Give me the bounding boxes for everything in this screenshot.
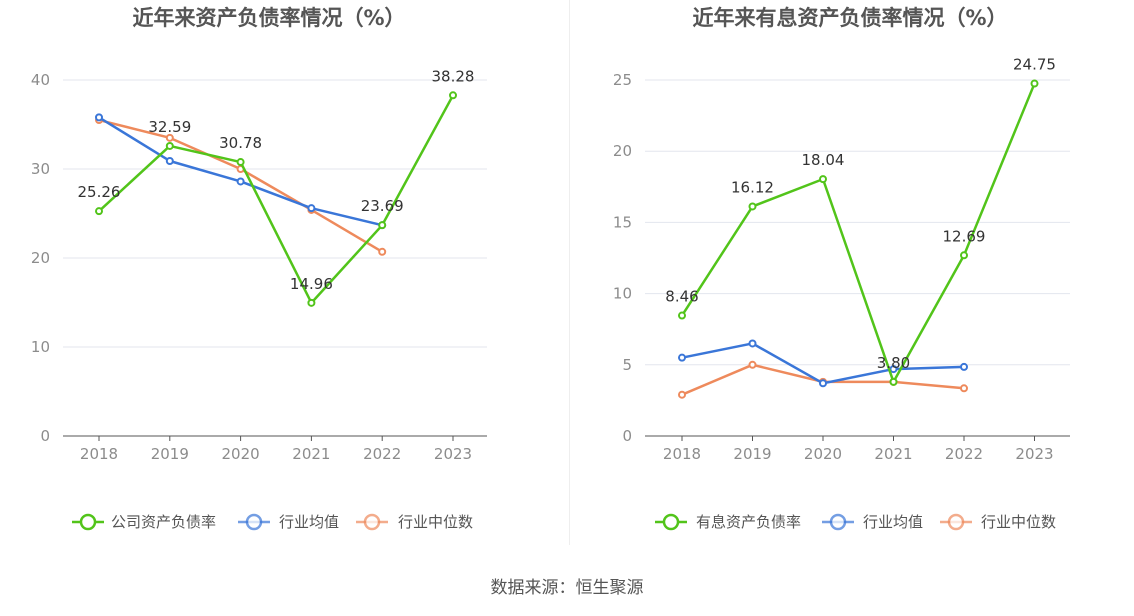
legend-swatch-marker: [829, 513, 847, 531]
data-label: 3.80: [877, 354, 910, 372]
x-tick-label: 2020: [222, 445, 260, 463]
legend-label: 行业均值: [279, 513, 339, 531]
legend-label: 行业中位数: [981, 513, 1056, 531]
legend-item-1: 有息资产负债率: [655, 513, 801, 531]
series-line-1: [680, 83, 1036, 384]
x-tick-label: 2022: [945, 445, 983, 463]
data-point: [1030, 79, 1039, 88]
data-point: [819, 175, 827, 184]
legend-swatch-marker: [79, 513, 97, 531]
legend-label: 行业均值: [863, 513, 923, 531]
data-point: [960, 384, 968, 393]
data-point: [819, 379, 827, 388]
x-tick-label: 2023: [1015, 445, 1053, 463]
legend-swatch-marker: [947, 513, 965, 531]
legend-label: 公司资产负债率: [111, 513, 216, 531]
data-point: [307, 298, 316, 307]
data-point: [165, 141, 174, 150]
data-point: [165, 156, 174, 165]
data-point: [678, 311, 686, 320]
data-point: [748, 339, 757, 348]
data-label: 8.46: [665, 288, 698, 306]
data-point: [95, 113, 103, 122]
legend-label: 有息资产负债率: [696, 513, 801, 531]
data-point: [678, 353, 686, 362]
y-tick-label: 25: [613, 71, 632, 89]
data-label: 24.75: [1013, 56, 1056, 74]
y-tick-label: 5: [622, 356, 632, 374]
data-point: [748, 202, 757, 211]
x-tick-label: 2019: [151, 445, 189, 463]
x-tick-label: 2018: [663, 445, 701, 463]
data-point: [748, 360, 757, 369]
data-point: [378, 247, 387, 256]
legend-swatch-marker: [363, 513, 381, 531]
x-tick-label: 2022: [363, 445, 401, 463]
legend-swatch-marker: [245, 513, 263, 531]
chart-panel-1: 近年来资产负债率情况（%） 0 10 20 30 40 2018 2019 2020 2021 20…: [31, 6, 487, 531]
chart-panel-2: 近年来有息资产负债率情况（%） 0 5 10 15 20 25 2018 2019 2020 202…: [613, 6, 1070, 531]
data-label: 18.04: [802, 151, 845, 169]
x-tick-label: 2020: [804, 445, 842, 463]
chart-title: 近年来有息资产负债率情况（%）: [692, 6, 1007, 30]
x-tick-label: 2018: [80, 445, 118, 463]
data-label: 30.78: [219, 134, 262, 152]
y-tick-label: 20: [31, 249, 50, 267]
x-tick-label: 2021: [292, 445, 330, 463]
data-label: 32.59: [148, 118, 191, 136]
data-point: [889, 377, 898, 386]
y-tick-label: 10: [613, 285, 632, 303]
data-point: [960, 362, 968, 371]
legend-swatch-marker: [662, 513, 680, 531]
y-tick-label: 0: [622, 427, 632, 445]
data-point: [889, 365, 898, 374]
legend-item-1: 公司资产负债率: [72, 513, 216, 531]
data-point: [307, 204, 316, 213]
y-tick-label: 20: [613, 142, 632, 160]
y-tick-label: 10: [31, 338, 50, 356]
legend-label: 行业中位数: [398, 513, 473, 531]
y-tick-label: 40: [31, 71, 50, 89]
data-point: [236, 158, 245, 167]
x-tick-label: 2019: [733, 445, 771, 463]
y-tick-label: 30: [31, 160, 50, 178]
data-point: [378, 221, 387, 230]
data-label: 23.69: [361, 197, 404, 215]
data-point: [165, 133, 174, 142]
data-label: 25.26: [78, 183, 121, 201]
chart-title: 近年来资产负债率情况（%）: [132, 6, 405, 30]
panel-divider: [569, 0, 570, 545]
data-label: 16.12: [731, 178, 774, 196]
y-tick-label: 15: [613, 213, 632, 231]
x-tick-label: 2021: [874, 445, 912, 463]
data-point: [95, 207, 103, 216]
data-point: [449, 91, 457, 100]
data-point: [960, 251, 968, 260]
data-point: [678, 390, 686, 399]
x-tick-label: 2023: [434, 445, 472, 463]
legend-item-2: 行业均值: [822, 513, 923, 531]
legend-item-3: 行业中位数: [356, 513, 473, 531]
data-point: [236, 177, 245, 186]
data-label: 12.69: [943, 227, 986, 245]
legend-item-2: 行业均值: [238, 513, 339, 531]
legend-item-3: 行业中位数: [940, 513, 1056, 531]
series-line-1: [98, 94, 455, 305]
data-label: 38.28: [432, 67, 475, 85]
data-label: 14.96: [290, 275, 333, 293]
data-source-label: 数据来源：恒生聚源: [490, 578, 644, 598]
y-tick-label: 0: [40, 427, 50, 445]
